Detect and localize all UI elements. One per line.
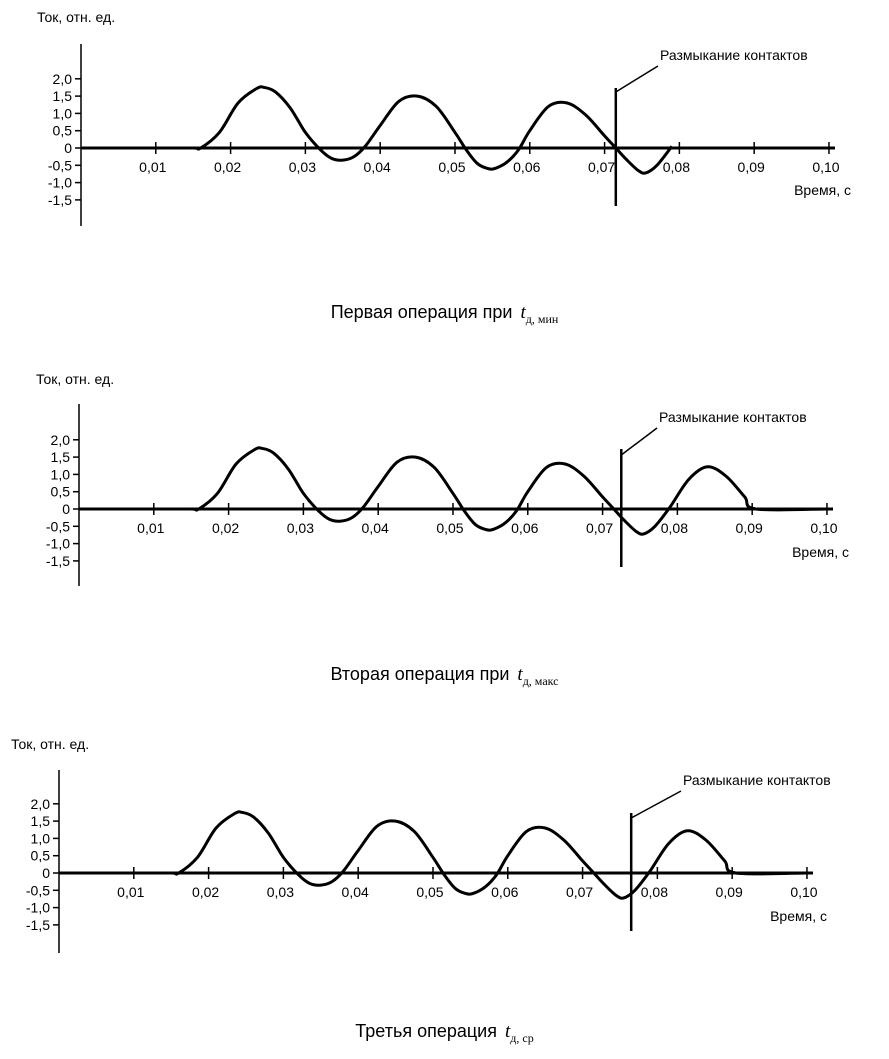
annotation-label: Размыкание контактов (659, 409, 807, 425)
annotation-leader-line (630, 790, 682, 819)
y-ticks: 2,01,51,0 0,50-0,5 -1,0-1,5 (26, 796, 59, 933)
y-tick-label: -0,5 (26, 882, 50, 898)
y-axis-label: Ток, отн. ед. (37, 9, 115, 25)
x-tick-label: 0,02 (212, 520, 239, 536)
x-tick-label: 0,03 (289, 159, 316, 175)
x-tick-label: 0,10 (790, 884, 817, 900)
x-tick-label: 0,09 (738, 159, 765, 175)
x-ticks: 0,01 0,02 0,03 0,04 0,05 0,06 0,07 0,08 0,09 0,10 (137, 503, 838, 536)
x-tick-label: 0,05 (416, 884, 443, 900)
y-tick-label: 1,0 (51, 466, 71, 482)
caption-2-var: t (517, 664, 523, 685)
y-tick-label: 1,5 (53, 88, 73, 104)
x-tick-label: 0,04 (364, 159, 391, 175)
x-tick-label: 0,09 (736, 520, 763, 536)
y-tick-label: 0 (62, 501, 70, 517)
y-tick-label: -1,5 (46, 553, 70, 569)
x-tick-label: 0,08 (661, 520, 688, 536)
y-tick-label: 2,0 (53, 71, 73, 87)
y-axis-label: Ток, отн. ед. (36, 371, 114, 387)
x-tick-label: 0,01 (137, 520, 164, 536)
y-tick-label: -1,5 (26, 917, 50, 933)
x-tick-label: 0,10 (812, 159, 839, 175)
x-ticks: 0,01 0,02 0,03 0,04 0,05 0,06 0,07 0,08 0,09 0,10 (117, 867, 818, 900)
y-tick-label: 0,5 (31, 848, 51, 864)
caption-3-text: Третья операция (355, 1021, 497, 1041)
y-ticks: 2,01,51,0 0,50-0,5 -1,0-1,5 (46, 432, 79, 569)
annotation-label: Размыкание контактов (660, 47, 808, 63)
caption-3-sub: д, ср (510, 1031, 534, 1045)
x-tick-label: 0,04 (342, 884, 369, 900)
y-tick-label: -0,5 (48, 157, 72, 173)
y-tick-label: -1,0 (46, 536, 70, 552)
y-tick-label: 2,0 (51, 432, 71, 448)
x-tick-label: 0,02 (214, 159, 241, 175)
y-tick-label: 0 (64, 140, 72, 156)
x-tick-label: 0,01 (139, 159, 166, 175)
annotation-label: Размыкание контактов (683, 772, 831, 788)
caption-3: Третья операция tд, ср (0, 1021, 889, 1046)
caption-1-var: t (520, 302, 526, 323)
y-tick-label: -1,0 (26, 900, 50, 916)
chart-1: Ток, отн. ед. 2,01,51,00,50-0,5-1,0-1,5 … (37, 9, 851, 226)
current-curve (78, 446, 827, 536)
y-tick-label: 1,0 (53, 105, 73, 121)
current-curve (81, 85, 674, 175)
caption-1-sub: д, мин (525, 312, 559, 326)
x-tick-label: 0,01 (117, 884, 144, 900)
x-axis-label: Время, с (770, 908, 827, 924)
y-tick-label: -1,0 (48, 175, 72, 191)
y-tick-label: 0 (42, 865, 50, 881)
annotation-leader-line (615, 65, 659, 93)
caption-2-text: Вторая операция при (330, 664, 510, 684)
x-axis-label: Время, с (792, 544, 849, 560)
x-tick-label: 0,03 (267, 884, 294, 900)
x-tick-label: 0,07 (588, 159, 615, 175)
y-tick-label: 0,5 (53, 123, 73, 139)
x-tick-label: 0,05 (436, 520, 463, 536)
x-tick-label: 0,02 (192, 884, 219, 900)
x-tick-label: 0,05 (438, 159, 465, 175)
x-tick-label: 0,07 (566, 884, 593, 900)
x-ticks: 0,01 0,02 0,03 0,04 0,05 0,06 0,07 0,08 0,09 0,10 (139, 142, 840, 175)
y-tick-label: 1,5 (51, 449, 71, 465)
y-ticks: 2,01,51,0 0,50-0,5 -1,0-1,5 (48, 71, 81, 208)
y-tick-label: 0,5 (51, 484, 71, 500)
x-tick-label: 0,08 (641, 884, 668, 900)
x-tick-label: 0,06 (491, 884, 518, 900)
x-tick-label: 0,07 (586, 520, 613, 536)
y-tick-label: 2,0 (31, 796, 51, 812)
y-tick-label: -0,5 (46, 518, 70, 534)
y-tick-label: 1,5 (31, 813, 51, 829)
x-tick-label: 0,06 (513, 159, 540, 175)
annotation-leader-line (620, 427, 658, 456)
x-tick-label: 0,10 (810, 520, 837, 536)
chart-3: Ток, отн. ед. 2,01,51,00,50-0,5-1,0-1,5 … (11, 736, 831, 953)
caption-2: Вторая операция при tд, макс (0, 664, 889, 689)
caption-1: Первая операция при tд, мин (0, 302, 889, 327)
x-tick-label: 0,06 (511, 520, 538, 536)
y-axis-label: Ток, отн. ед. (11, 736, 89, 752)
caption-2-sub: д, макс (522, 674, 559, 688)
x-tick-label: 0,08 (663, 159, 690, 175)
x-tick-label: 0,09 (716, 884, 743, 900)
caption-3-var: t (504, 1021, 511, 1042)
current-curve (59, 810, 807, 900)
x-tick-label: 0,04 (362, 520, 389, 536)
chart-2: Ток, отн. ед. 2,01,51,00,50-0,5-1,0-1,5 … (36, 371, 849, 586)
x-axis-label: Время, с (794, 182, 851, 198)
y-tick-label: 1,0 (31, 830, 51, 846)
caption-1-text: Первая операция при (330, 302, 513, 322)
x-tick-label: 0,03 (287, 520, 314, 536)
y-tick-label: -1,5 (48, 192, 72, 208)
